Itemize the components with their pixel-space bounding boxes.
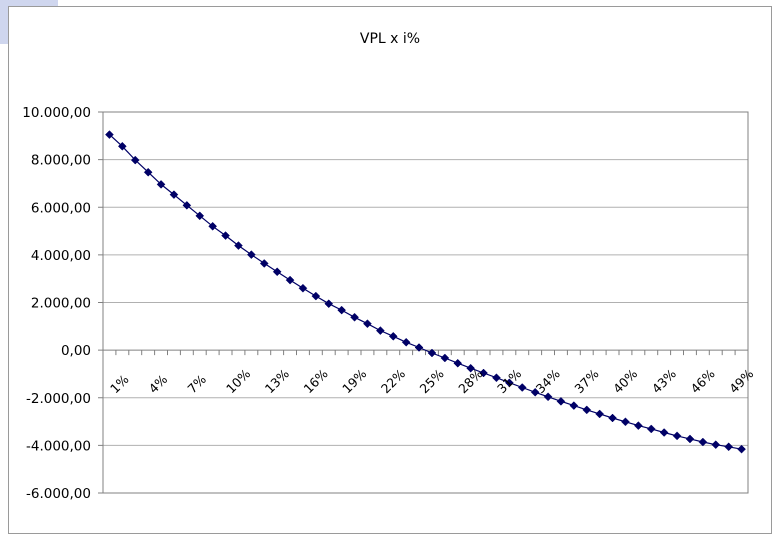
- data-point: [246, 250, 256, 259]
- x-tick-label: 49%: [726, 366, 756, 396]
- data-point: [595, 409, 605, 419]
- data-point: [363, 319, 372, 329]
- data-point: [388, 331, 398, 341]
- x-tick-label: 43%: [649, 366, 679, 396]
- data-point: [453, 358, 463, 368]
- y-tick-label: 4.000,00: [31, 248, 91, 264]
- data-point: [530, 387, 540, 397]
- data-point: [556, 396, 566, 406]
- y-axis: -6.000,00 -4.000,00 -2.000,00 0,00 2.000,00 4…: [22, 105, 103, 502]
- data-point: [685, 434, 695, 444]
- chart-title: VPL x i%: [360, 31, 420, 47]
- data-point: [479, 368, 488, 378]
- data-point: [182, 200, 192, 210]
- x-tick-label: 28%: [455, 366, 485, 396]
- x-tick-label: 7%: [184, 372, 209, 397]
- data-point: [492, 373, 501, 383]
- data-point: [337, 305, 347, 315]
- x-tick-label: 16%: [300, 366, 330, 396]
- data-point: [672, 431, 682, 441]
- data-point: [414, 343, 424, 352]
- data-point: [324, 299, 334, 309]
- y-tick-label: -4.000,00: [26, 438, 91, 454]
- data-point: [105, 130, 114, 139]
- data-point: [517, 383, 527, 392]
- data-point: [608, 413, 617, 423]
- data-point: [621, 417, 630, 427]
- data-point: [156, 180, 166, 189]
- corner-decoration-2: [8, 0, 58, 6]
- x-tick-label: 37%: [571, 366, 601, 396]
- data-point: [311, 291, 321, 301]
- x-tick-label: 10%: [223, 366, 253, 396]
- data-point: [582, 405, 592, 415]
- x-tick-label: 19%: [339, 366, 369, 396]
- x-tick-label: 1%: [107, 372, 132, 397]
- y-tick-label: 8.000,00: [31, 153, 91, 169]
- data-point: [633, 421, 643, 430]
- x-tick-label: 4%: [146, 372, 171, 397]
- data-point: [375, 326, 385, 335]
- x-tick-label: 22%: [378, 366, 408, 396]
- data-point: [208, 221, 218, 231]
- data-point: [117, 141, 127, 151]
- data-point: [646, 424, 656, 434]
- x-tick-label: 40%: [610, 366, 640, 396]
- data-point: [130, 155, 140, 165]
- data-point: [659, 428, 669, 437]
- data-point: [195, 211, 205, 221]
- y-tick-label: 6.000,00: [31, 200, 91, 216]
- x-tick-label: 31%: [494, 366, 524, 396]
- data-point: [711, 440, 721, 450]
- data-point: [724, 442, 734, 452]
- series-vpl: [105, 130, 746, 454]
- data-point: [350, 312, 359, 322]
- x-tick-label: 25%: [417, 366, 447, 396]
- data-point: [569, 401, 579, 410]
- x-tick-labels: 1% 4% 7% 10% 13% 16% 19% 22% 25% 28% 31% 34% 37% 40% 4…: [107, 366, 757, 396]
- data-point: [737, 444, 746, 454]
- data-point: [259, 259, 269, 268]
- data-point: [504, 378, 514, 388]
- x-tick-label: 46%: [687, 366, 717, 396]
- data-point: [440, 353, 450, 363]
- data-point: [543, 392, 553, 402]
- data-point: [401, 337, 411, 347]
- series-line: [109, 134, 742, 450]
- y-tick-label: 2.000,00: [31, 296, 91, 312]
- y-tick-label: -2.000,00: [26, 391, 91, 407]
- data-point: [221, 231, 230, 240]
- y-tick-label: -6.000,00: [26, 486, 91, 502]
- data-point: [698, 437, 708, 447]
- data-point: [466, 363, 476, 373]
- data-point: [234, 241, 243, 250]
- corner-decoration: [0, 0, 8, 44]
- x-tick-label: 13%: [262, 366, 292, 396]
- data-point: [169, 190, 179, 199]
- data-point: [427, 348, 437, 358]
- data-point: [298, 283, 308, 293]
- data-point: [272, 267, 282, 277]
- y-tick-label: 10.000,00: [22, 105, 91, 121]
- y-tick-label: 0,00: [61, 343, 91, 359]
- data-point: [143, 167, 153, 177]
- chart-frame: [8, 6, 772, 534]
- data-point: [285, 275, 295, 285]
